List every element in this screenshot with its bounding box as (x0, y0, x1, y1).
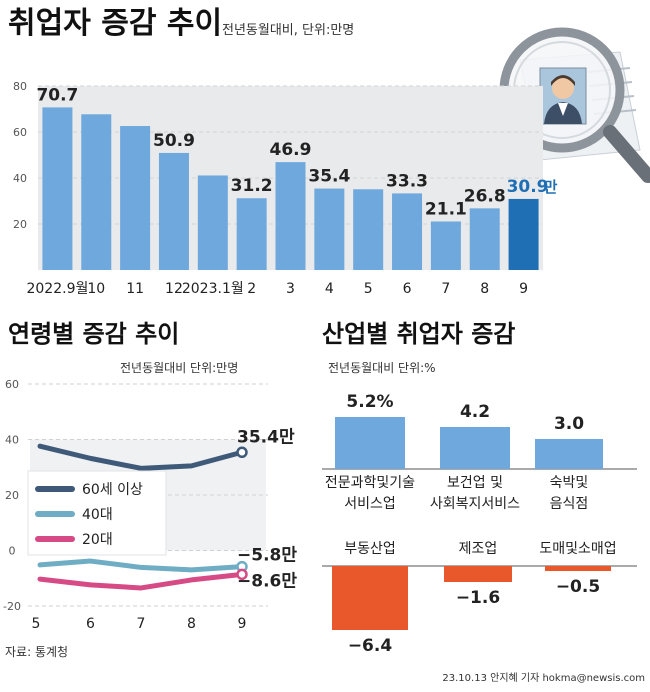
age-legend-label: 20대 (82, 532, 113, 548)
age-xtick-label: 5 (32, 616, 41, 632)
industry-bar-label: 3.0 (554, 414, 584, 434)
age-series-end-label: −8.6만 (237, 571, 297, 591)
credit-note: 23.10.13 안지혜 기자 hokma@newsis.com (442, 672, 645, 684)
main-bar-label: 50.9 (153, 131, 195, 151)
main-bar-label: 46.9 (270, 140, 312, 160)
main-bar (392, 193, 423, 270)
main-bar (430, 221, 461, 270)
main-bar-label: 70.7 (36, 85, 78, 105)
industry-bar (545, 566, 611, 571)
age-ytick-label: -20 (3, 600, 21, 613)
age-series-end-label: −5.8만 (237, 546, 297, 566)
industry-bar-label: −0.5 (556, 577, 600, 597)
age-xtick-label: 7 (137, 616, 146, 632)
main-bar-label: 35.4 (308, 167, 350, 187)
main-ytick-label: 40 (13, 172, 27, 185)
main-bar (197, 175, 228, 270)
industry-category-label: 숙박및 (550, 475, 589, 491)
age-ytick-label: 40 (5, 434, 19, 447)
age-subtitle: 전년동월대비 단위:만명 (120, 361, 238, 375)
main-bar-highlight-unit: 만 (544, 178, 558, 196)
main-bar (81, 114, 112, 270)
age-ytick-label: 20 (5, 489, 19, 502)
industry-bar (444, 566, 512, 582)
age-xtick-label: 8 (187, 616, 196, 632)
main-xtick-label: 12 (165, 281, 183, 297)
main-bar (508, 198, 539, 270)
source-note: 자료: 통계청 (5, 645, 68, 659)
main-bar-label: 26.8 (464, 186, 506, 206)
main-xtick-label: 7 (441, 281, 450, 297)
industry-category-label: 전문과학및기술 (325, 475, 415, 491)
main-xtick-label: 2022.9월 (26, 281, 88, 297)
industry-bar-label: 4.2 (460, 402, 490, 422)
main-title: 취업자 증감 추이 (8, 6, 222, 41)
industry-title: 산업별 취업자 증감 (322, 320, 515, 348)
industry-bar (335, 417, 405, 469)
industry-bar-label: −1.6 (456, 588, 500, 608)
age-series-endpoint (236, 446, 248, 459)
magnifier-icon (499, 27, 650, 183)
main-xtick-label: 2 (247, 281, 256, 297)
industry-bar-label: 5.2% (346, 392, 393, 412)
main-ytick-label: 20 (13, 218, 27, 231)
main-ytick-label: 80 (13, 80, 27, 93)
industry-category-label: 도매및소매업 (539, 541, 616, 557)
age-series-line (37, 571, 245, 591)
industry-bar-label: −6.4 (348, 636, 393, 656)
industry-category-label: 음식점 (550, 496, 589, 512)
main-bar (158, 152, 189, 270)
age-xtick-label: 9 (238, 616, 247, 632)
main-xtick-label: 2023.1월 (182, 281, 244, 297)
main-bar (42, 107, 73, 270)
age-series-end-label: 35.4만 (237, 427, 295, 447)
industry-bar (440, 427, 510, 469)
age-legend-label: 60세 이상 (82, 482, 143, 498)
industry-category-label: 보건업 및 (447, 475, 503, 491)
main-xtick-label: 11 (126, 281, 144, 297)
industry-subtitle: 전년동월대비 단위:% (328, 361, 436, 375)
main-ytick-label: 60 (13, 126, 27, 139)
main-bar (469, 208, 500, 270)
age-legend-label: 40대 (82, 507, 113, 523)
main-bar (236, 198, 267, 270)
age-legend: 60세 이상 40대 20대 (27, 470, 167, 556)
industry-category-label: 사회복지서비스 (430, 496, 520, 512)
industry-bar (332, 566, 408, 630)
main-bar (275, 162, 306, 270)
main-xtick-label: 10 (87, 281, 105, 297)
main-xtick-label: 3 (286, 281, 295, 297)
industry-category-label: 부동산업 (344, 541, 396, 557)
main-xtick-label: 5 (364, 281, 373, 297)
age-series-line (37, 443, 245, 471)
main-bar-label: 33.3 (386, 171, 428, 191)
main-bar-highlight-label: 30.9 (507, 177, 549, 197)
age-ytick-label: 0 (9, 545, 16, 558)
main-bar-label: 21.1 (425, 199, 467, 219)
age-ytick-label: 60 (5, 378, 19, 391)
industry-category-label: 서비스업 (344, 496, 396, 512)
main-bar (120, 126, 151, 271)
main-xtick-label: 4 (325, 281, 334, 297)
industry-bar (535, 439, 603, 469)
main-subtitle: 전년동월대비, 단위:만명 (222, 23, 354, 38)
main-bar (314, 188, 345, 270)
main-xtick-label: 6 (403, 281, 412, 297)
age-series-line (37, 558, 245, 573)
main-bar-label: 31.2 (231, 176, 273, 196)
age-series-endpoint (236, 568, 248, 581)
main-xtick-label: 8 (480, 281, 489, 297)
main-bar (353, 189, 384, 270)
main-xtick-label: 9 (519, 281, 528, 297)
industry-category-label: 제조업 (459, 541, 498, 557)
age-xtick-label: 6 (86, 616, 95, 632)
age-title: 연령별 증감 추이 (8, 320, 179, 348)
